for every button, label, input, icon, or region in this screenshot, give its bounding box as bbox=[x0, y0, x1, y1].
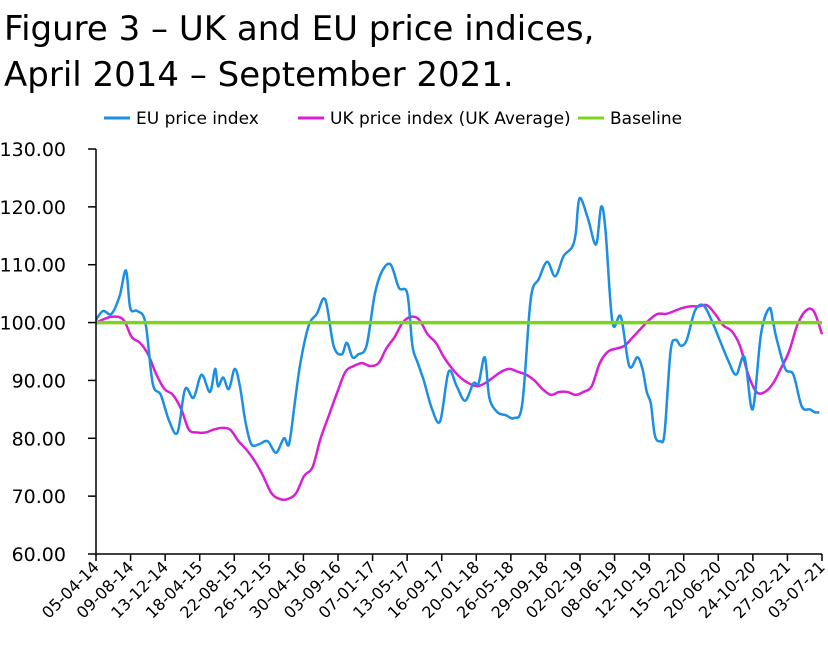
y-tick-label: 100.00 bbox=[0, 313, 66, 335]
eu-price-index-line bbox=[94, 196, 820, 454]
legend-label: Baseline bbox=[610, 109, 682, 129]
chart-title-line1: Figure 3 – UK and EU price indices, bbox=[4, 9, 595, 49]
y-tick-label: 80.00 bbox=[12, 428, 66, 450]
legend-baseline: Baseline bbox=[578, 109, 682, 129]
x-axis-tick-labels: 05-04-1409-08-1413-12-1418-04-1522-08-15… bbox=[38, 554, 828, 622]
legend-eu-price-index: EU price index bbox=[104, 109, 259, 129]
legend-label: UK price index (UK Average) bbox=[330, 109, 571, 129]
legend-uk-price-index: UK price index (UK Average) bbox=[298, 109, 571, 129]
legend-label: EU price index bbox=[136, 109, 259, 129]
y-tick-label: 70.00 bbox=[12, 486, 66, 508]
y-axis-tick-labels: 130.00 120.00 110.00 100.00 90.00 80.00 70.00 6… bbox=[0, 139, 66, 566]
y-tick-label: 90.00 bbox=[12, 370, 66, 392]
y-tick-label: 130.00 bbox=[0, 139, 66, 161]
legend: EU price index UK price index (UK Average… bbox=[104, 109, 682, 129]
chart-title-line2: April 2014 – September 2021. bbox=[4, 55, 514, 95]
plot-series bbox=[94, 196, 824, 502]
uk-price-index-line bbox=[95, 303, 824, 502]
y-tick-label: 60.00 bbox=[12, 544, 66, 566]
chart-title: Figure 3 – UK and EU price indices, Apri… bbox=[4, 6, 594, 98]
y-tick-marks bbox=[88, 148, 96, 555]
y-tick-label: 120.00 bbox=[0, 197, 66, 219]
y-tick-label: 110.00 bbox=[0, 255, 66, 277]
